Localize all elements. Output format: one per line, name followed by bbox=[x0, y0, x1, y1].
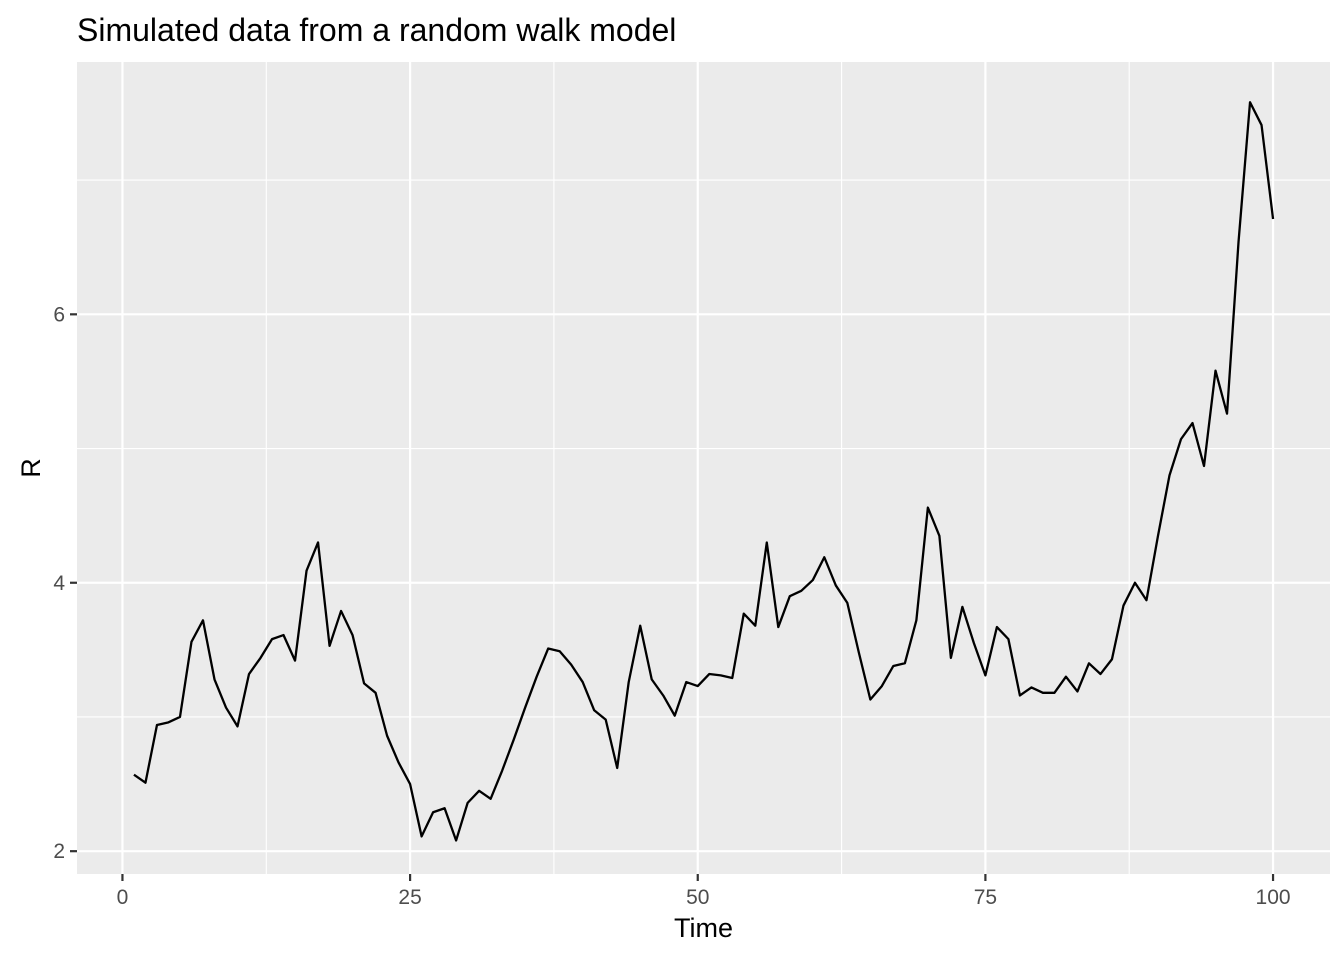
y-tick-label: 2 bbox=[53, 840, 65, 863]
x-tick-label: 75 bbox=[974, 886, 997, 909]
minor-gridlines bbox=[77, 62, 1330, 874]
x-tick-label: 0 bbox=[117, 886, 129, 909]
x-axis-title: Time bbox=[674, 913, 733, 943]
series-layer bbox=[133, 101, 1275, 842]
plot-panel bbox=[77, 62, 1330, 874]
x-tick-label: 100 bbox=[1256, 886, 1291, 909]
y-tick-label: 6 bbox=[53, 303, 65, 326]
y-axis-title: R bbox=[16, 458, 46, 478]
y-axis: 2 4 6 bbox=[53, 303, 77, 863]
chart-title: Simulated data from a random walk model bbox=[77, 12, 676, 48]
x-tick-label: 25 bbox=[398, 886, 421, 909]
x-axis: 0 25 50 75 100 bbox=[117, 874, 1291, 909]
major-gridlines bbox=[77, 62, 1330, 874]
x-tick-label: 50 bbox=[686, 886, 709, 909]
y-tick-label: 4 bbox=[53, 572, 65, 595]
series-line bbox=[133, 101, 1275, 842]
